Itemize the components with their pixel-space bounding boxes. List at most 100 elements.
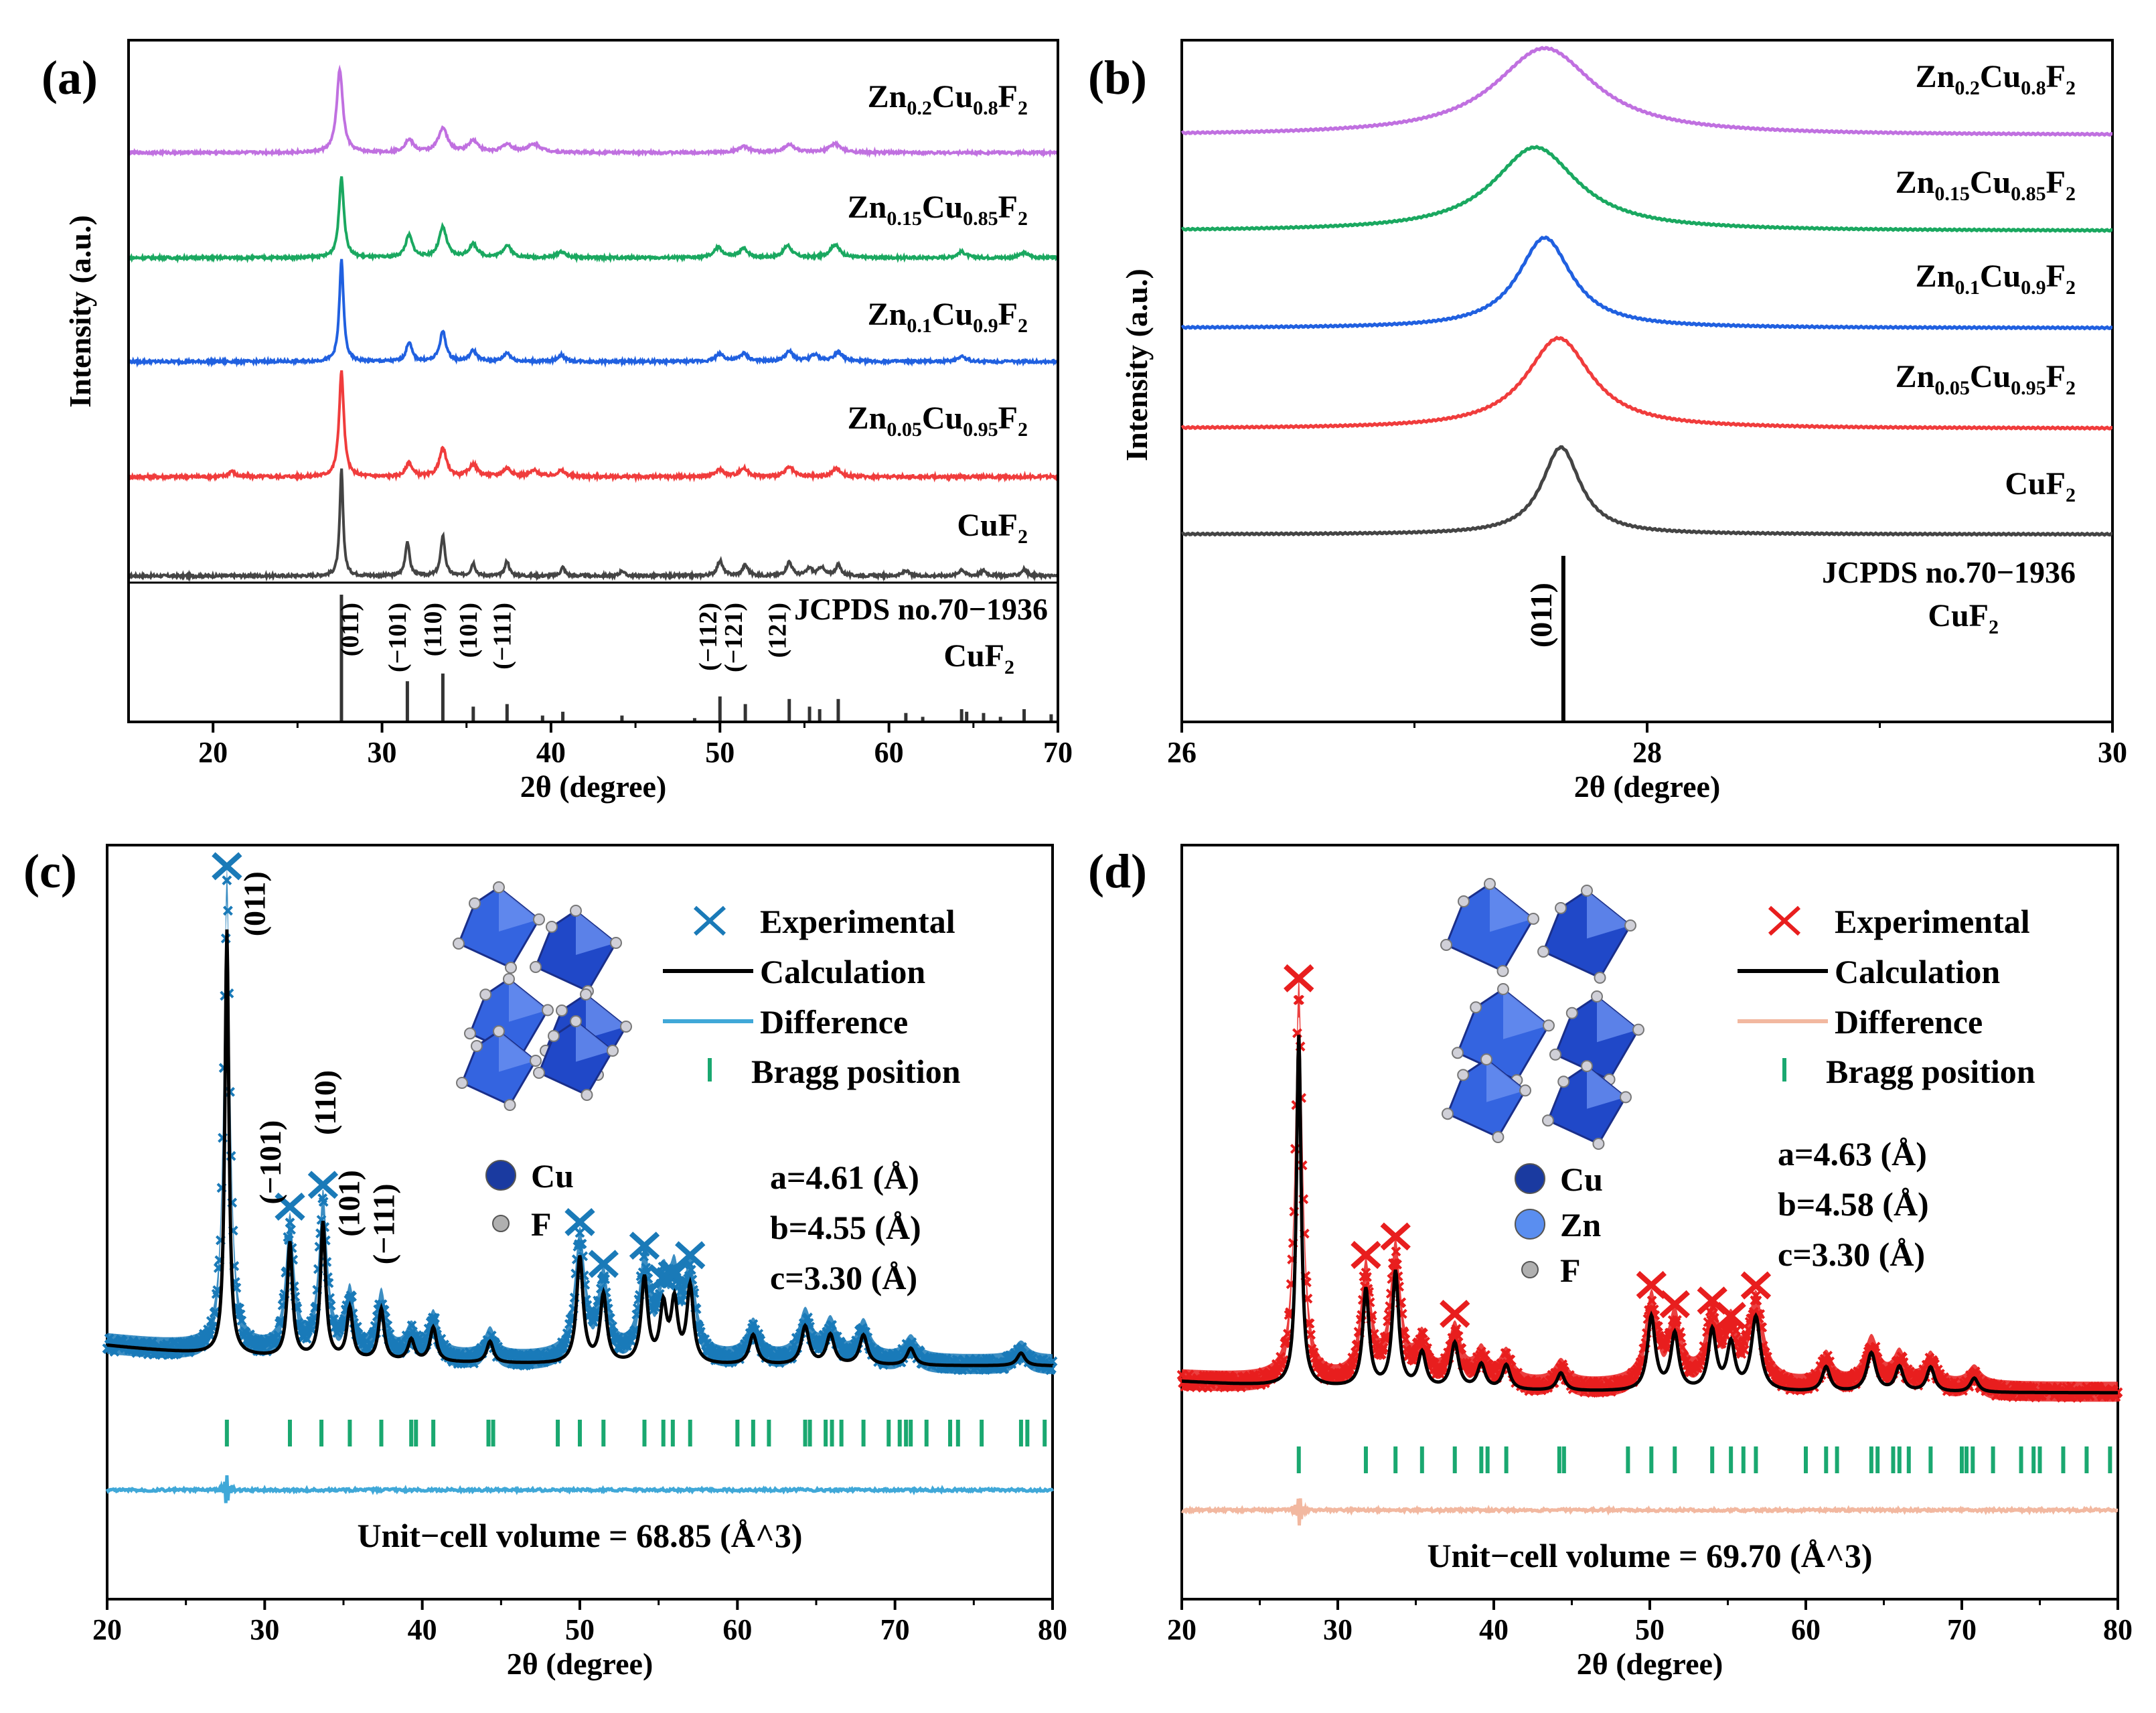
panel-c-exp-marker [675, 1241, 706, 1270]
panel-c-diff-line [105, 1475, 1055, 1503]
panel-b-series-label-0: CuF2 [2005, 466, 2076, 506]
panel-d-atom-icon-f [1521, 1261, 1539, 1278]
panel-b-series-label-1: Zn0.05Cu0.95F2 [1896, 359, 2076, 399]
panel-c-octahedron-face [499, 1031, 536, 1072]
panel-b-tick-label: 26 [1167, 736, 1197, 769]
panel-d-label: (d) [1088, 844, 1147, 898]
panel-d-crystal-structure-icon [1440, 878, 1644, 1150]
panel-d-legend-diff: Difference [1835, 1003, 1983, 1041]
panel-c-cell-c: c=3.30 (Å) [770, 1259, 917, 1296]
panel-c-cell-b: b=4.55 (Å) [770, 1209, 921, 1246]
panel-b-series-2 [1180, 235, 2113, 331]
panel-c-f-atom [556, 1004, 568, 1017]
panel-d-tick-label: 70 [1947, 1613, 1977, 1646]
panel-a-ref-formula: CuF2 [943, 638, 1014, 678]
panel-c-f-atom [607, 1045, 619, 1057]
panel-d-f-atom [1592, 1138, 1605, 1150]
panel-c-cell-a: a=4.61 (Å) [770, 1159, 919, 1196]
panel-a-series-1 [127, 370, 1059, 483]
panel-a-hkl: (−112) [694, 603, 722, 671]
panel-c-xlabel: 2θ (degree) [507, 1647, 653, 1681]
panel-c-legend-bragg: Bragg position [751, 1053, 961, 1090]
panel-d-tick-label: 50 [1635, 1613, 1665, 1646]
panel-c-f-atom [493, 1025, 505, 1037]
panel-d: 20 30 40 50 60 70 80 2θ (degree) (d) Unit−cell vo… [1088, 844, 2133, 1681]
panel-c-f-atom [533, 1067, 545, 1079]
panel-d-volume: Unit−cell volume = 69.70 (Å^3) [1427, 1537, 1872, 1574]
panel-d-cell-b: b=4.58 (Å) [1778, 1185, 1929, 1223]
panel-c-f-atom [469, 897, 481, 909]
panel-d-xlabel: 2θ (degree) [1577, 1647, 1723, 1681]
panel-d-atom-label-zn: Zn [1560, 1206, 1601, 1244]
panel-c-f-atom [479, 988, 492, 1001]
panel-c-hkl: (101) [332, 1170, 366, 1237]
panel-d-atom-icon-zn [1515, 1209, 1545, 1240]
panel-c-tick-label: 80 [1038, 1613, 1067, 1646]
panel-d-atom-label-cu: Cu [1560, 1161, 1603, 1198]
panel-d-tick-label: 20 [1167, 1613, 1197, 1646]
panel-d-f-atom [1458, 895, 1470, 907]
panel-c-f-atom [456, 1077, 468, 1089]
panel-b-ylabel: Intensity (a.u.) [1120, 269, 1154, 461]
panel-d-tick-label: 40 [1479, 1613, 1509, 1646]
panel-d-atom-label-f: F [1560, 1252, 1581, 1289]
panel-c-tick-label: 60 [722, 1613, 752, 1646]
panel-c-f-atom [493, 881, 505, 893]
panel-c-hkl: (110) [308, 1070, 342, 1135]
panel-b-series-0 [1180, 445, 2113, 537]
panel-c-exp-marker [659, 1259, 690, 1288]
panel-a-series-label-2: Zn0.1Cu0.9F2 [868, 297, 1028, 337]
panel-a-tick-label: 60 [874, 736, 904, 769]
panel-c-f-atom [610, 937, 622, 949]
panel-c-exp-marker [564, 1207, 595, 1236]
panel-c-octahedron-face [576, 1021, 613, 1062]
panel-c-f-atom [471, 1040, 483, 1052]
panel-b-series-4 [1180, 46, 2113, 137]
panel-d-f-atom [1624, 919, 1636, 932]
panel-c-tick-label: 40 [408, 1613, 437, 1646]
panel-b-label: (b) [1088, 51, 1147, 104]
panel-c-f-atom [503, 973, 515, 985]
panel-c-f-atom [464, 1027, 476, 1040]
panel-b-xlabel: 2θ (degree) [1574, 769, 1721, 804]
panel-a-hkl: (121) [764, 603, 792, 658]
panel-a-series-label-0: CuF2 [957, 508, 1028, 548]
panel-d-f-atom [1527, 913, 1539, 925]
panel-b-tick-label: 28 [1632, 736, 1662, 769]
panel-c-f-atom [580, 988, 592, 1000]
panel-c-f-atom [620, 1021, 632, 1033]
panel-a-series-4 [127, 64, 1059, 158]
panel-c-legend-diff: Difference [760, 1003, 908, 1041]
panel-a-tick-label: 30 [368, 736, 397, 769]
panel-c-exp-marker [588, 1250, 619, 1278]
panel-a-tick-label: 40 [536, 736, 566, 769]
panel-c-octahedron-face [499, 887, 539, 932]
panel-a-ref-label: JCPDS no.70−1936 [794, 592, 1048, 626]
panel-c-legend-exp-icon [693, 905, 726, 936]
panel-a-series-3 [128, 176, 1059, 264]
panel-c-f-atom [581, 1089, 593, 1101]
panel-c-tick-label: 70 [880, 1613, 910, 1646]
panel-c-f-atom [570, 905, 582, 917]
panel-d-f-atom [1470, 1001, 1482, 1014]
panel-a-hkl: (011) [336, 603, 364, 656]
panel-d-legend-exp: Experimental [1835, 903, 2030, 940]
panel-d-diff-line [1180, 1498, 2119, 1525]
panel-c-f-atom [542, 1004, 554, 1017]
panel-a-tick-label: 50 [705, 736, 735, 769]
panel-c-atom-icon-cu [485, 1160, 516, 1191]
panel-d-tick-label: 30 [1323, 1613, 1353, 1646]
panel-d-f-atom [1457, 1069, 1470, 1082]
panel-a-hkl: (−121) [720, 603, 748, 672]
panel-b: 26 28 30 2θ (degree) (b) Intensity (a.u.) CuF2… [1088, 39, 2127, 804]
panel-c-tick-label: 30 [250, 1613, 279, 1646]
panel-d-f-atom [1496, 965, 1509, 977]
panel-c-f-atom [546, 921, 558, 933]
panel-c-exp-marker [629, 1232, 660, 1260]
panel-c-f-atom [548, 1030, 560, 1042]
panel-a-hkl: (−101) [384, 603, 412, 672]
panel-c-octahedron-face [576, 911, 616, 955]
panel-d-tick-label: 60 [1791, 1613, 1821, 1646]
panel-d-cell-a: a=4.63 (Å) [1778, 1135, 1927, 1173]
panel-c-f-atom [530, 1055, 542, 1067]
